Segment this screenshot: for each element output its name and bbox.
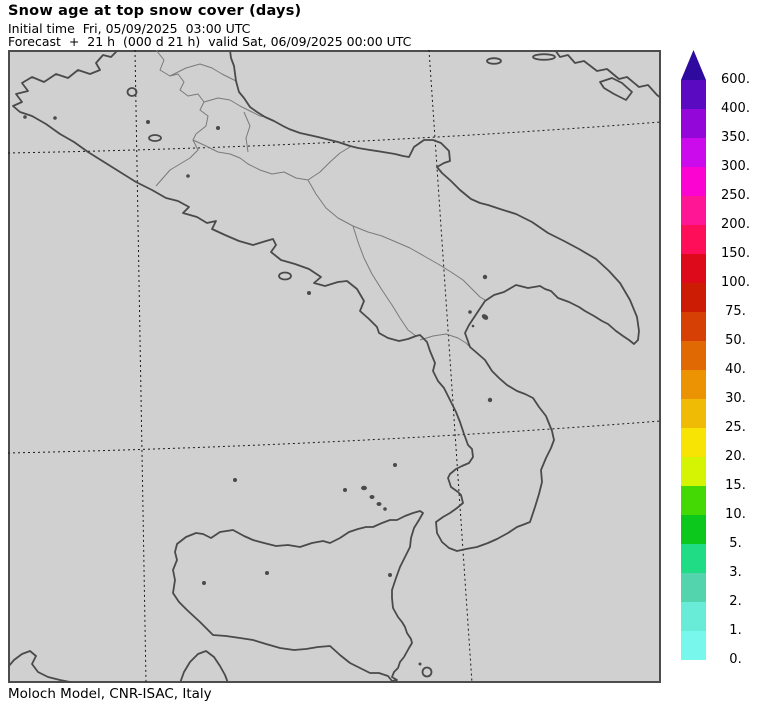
page-title: Snow age at top snow cover (days) (8, 3, 302, 19)
colorbar-segment (681, 399, 706, 428)
colorbar-tick-label: 200. (721, 217, 750, 232)
colorbar-tick-label: 30. (725, 391, 746, 406)
region-borders (155, 50, 486, 348)
colorbar-segment (681, 428, 706, 457)
colorbar-segment (681, 515, 706, 544)
colorbar-segment (681, 457, 706, 486)
colorbar-segment (681, 138, 706, 167)
colorbar-segment (681, 167, 706, 196)
colorbar-tick-label: 50. (725, 333, 746, 348)
colorbar-tick-label: 25. (725, 420, 746, 435)
colorbar-segment (681, 341, 706, 370)
colorbar-tick-label: 300. (721, 159, 750, 174)
colorbar-tick-label: 40. (725, 362, 746, 377)
graticule-lines (8, 50, 661, 683)
colorbar-tick-label: 100. (721, 275, 750, 290)
coastlines (8, 50, 661, 683)
colorbar-tick-label: 5. (729, 536, 742, 551)
map-panel (8, 50, 661, 683)
colorbar-tick-label: 20. (725, 449, 746, 464)
colorbar-segment (681, 486, 706, 515)
colorbar-tick-label: 75. (725, 304, 746, 319)
colorbar-segment (681, 283, 706, 312)
colorbar-segment (681, 196, 706, 225)
colorbar-segment (681, 254, 706, 283)
colorbar-segment (681, 573, 706, 602)
colorbar-tick-label: 150. (721, 246, 750, 261)
colorbar-tick-label: 400. (721, 101, 750, 116)
colorbar-segment (681, 80, 706, 109)
colorbar-tick-label: 600. (721, 72, 750, 87)
forecast-valid-line: Forecast + 21 h (000 d 21 h) valid Sat, … (8, 34, 412, 49)
colorbar-tick-label: 350. (721, 130, 750, 145)
colorbar-segment (681, 631, 706, 660)
colorbar-segment (681, 602, 706, 631)
colorbar-segment (681, 544, 706, 573)
initial-time-line: Initial time Fri, 05/09/2025 03:00 UTC (8, 21, 251, 36)
colorbar-arrow (681, 50, 706, 80)
map-svg (8, 50, 661, 683)
colorbar-tick-label: 250. (721, 188, 750, 203)
colorbar-segment (681, 312, 706, 341)
colorbar-tick-label: 3. (729, 565, 742, 580)
colorbar-segment (681, 225, 706, 254)
small-islands-and-markers (23, 115, 493, 666)
colorbar: 600. 400. 350. 300. 250. 200. 150. 100. 75. 50. 40… (681, 50, 760, 690)
colorbar-tick-label: 15. (725, 478, 746, 493)
colorbar-tick-label: 1. (729, 623, 742, 638)
colorbar-segment (681, 109, 706, 138)
colorbar-tick-label: 2. (729, 594, 742, 609)
colorbar-tick-label: 10. (725, 507, 746, 522)
colorbar-segment (681, 370, 706, 399)
colorbar-tick-label: 0. (729, 652, 742, 667)
map-frame (8, 50, 661, 683)
attribution-text: Moloch Model, CNR-ISAC, Italy (8, 686, 212, 702)
